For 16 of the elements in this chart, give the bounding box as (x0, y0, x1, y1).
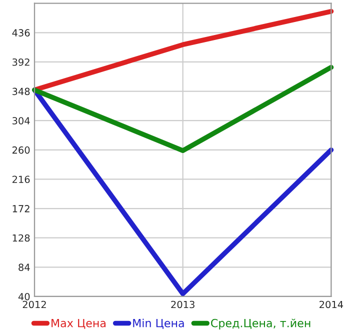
legend-label: Max Цена (52, 319, 106, 329)
y-tick-label: 260 (12, 146, 30, 154)
y-tick-label: 304 (12, 117, 30, 124)
y-tick-label: 392 (12, 58, 30, 66)
y-tick-label: 348 (12, 88, 30, 96)
y-tick-label: 40 (18, 292, 30, 300)
y-tick-label: 172 (12, 205, 30, 212)
y-tick-label: 436 (12, 29, 30, 36)
y-tick-label: 216 (12, 176, 30, 184)
y-tick-label: 128 (12, 234, 30, 242)
x-tick-label: 2013 (171, 300, 194, 308)
x-tick-label: 2014 (320, 300, 344, 308)
y-tick-label: 84 (18, 264, 30, 271)
legend-label: Min Цена (133, 318, 184, 329)
x-tick-label: 2012 (22, 300, 46, 308)
legend-label: Сред.Цена, т.йен (211, 318, 310, 330)
